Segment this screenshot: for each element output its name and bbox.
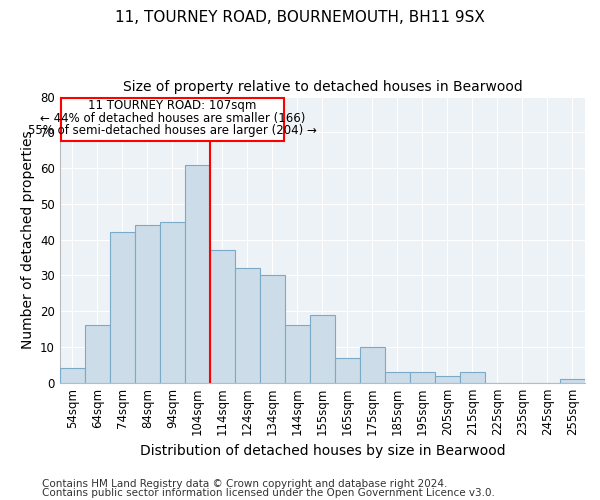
Bar [335,358,360,382]
Bar [135,226,160,382]
Bar [210,250,235,382]
Bar [310,314,335,382]
Bar [160,222,185,382]
Bar [285,326,310,382]
Bar [85,326,110,382]
Bar [435,376,460,382]
Bar [410,372,435,382]
Title: Size of property relative to detached houses in Bearwood: Size of property relative to detached ho… [122,80,522,94]
Text: 11, TOURNEY ROAD, BOURNEMOUTH, BH11 9SX: 11, TOURNEY ROAD, BOURNEMOUTH, BH11 9SX [115,10,485,25]
Bar [260,276,285,382]
Text: ← 44% of detached houses are smaller (166): ← 44% of detached houses are smaller (16… [40,112,305,124]
Bar [360,347,385,382]
Bar [560,379,585,382]
Bar [385,372,410,382]
Text: 55% of semi-detached houses are larger (204) →: 55% of semi-detached houses are larger (… [28,124,317,137]
X-axis label: Distribution of detached houses by size in Bearwood: Distribution of detached houses by size … [140,444,505,458]
FancyBboxPatch shape [61,98,284,142]
Bar [110,232,135,382]
Text: Contains HM Land Registry data © Crown copyright and database right 2024.: Contains HM Land Registry data © Crown c… [42,479,448,489]
Text: Contains public sector information licensed under the Open Government Licence v3: Contains public sector information licen… [42,488,495,498]
Bar [60,368,85,382]
Y-axis label: Number of detached properties: Number of detached properties [20,130,35,349]
Text: 11 TOURNEY ROAD: 107sqm: 11 TOURNEY ROAD: 107sqm [88,99,257,112]
Bar [185,164,210,382]
Bar [460,372,485,382]
Bar [235,268,260,382]
